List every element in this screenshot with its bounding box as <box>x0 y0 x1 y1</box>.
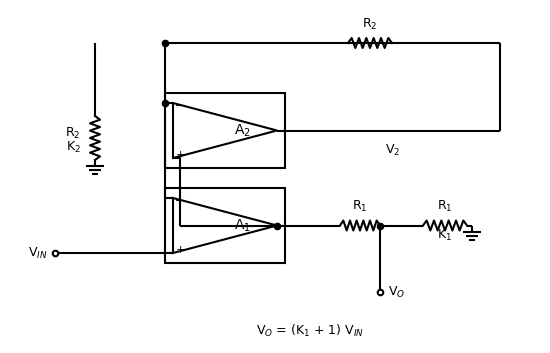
Text: R$_1$: R$_1$ <box>437 198 453 214</box>
Text: +: + <box>175 245 185 255</box>
Text: V$_O$ = (K$_1$ + 1) V$_{IN}$: V$_O$ = (K$_1$ + 1) V$_{IN}$ <box>256 323 364 339</box>
Text: R$_1$: R$_1$ <box>352 198 368 214</box>
Text: A$_1$: A$_1$ <box>234 217 250 234</box>
Text: V$_2$: V$_2$ <box>385 143 400 158</box>
Text: R$_2$: R$_2$ <box>362 17 378 32</box>
Text: −: − <box>175 196 185 206</box>
Text: A$_2$: A$_2$ <box>234 122 250 139</box>
Text: K$_2$: K$_2$ <box>65 139 80 155</box>
Text: −: − <box>175 101 185 111</box>
Text: +: + <box>175 150 185 160</box>
Bar <box>165 93 285 168</box>
Text: K$_1$: K$_1$ <box>437 227 453 243</box>
Text: V$_O$: V$_O$ <box>388 285 405 300</box>
Text: V$_{IN}$: V$_{IN}$ <box>29 245 48 261</box>
Bar <box>165 188 285 263</box>
Text: R$_2$: R$_2$ <box>65 125 81 140</box>
